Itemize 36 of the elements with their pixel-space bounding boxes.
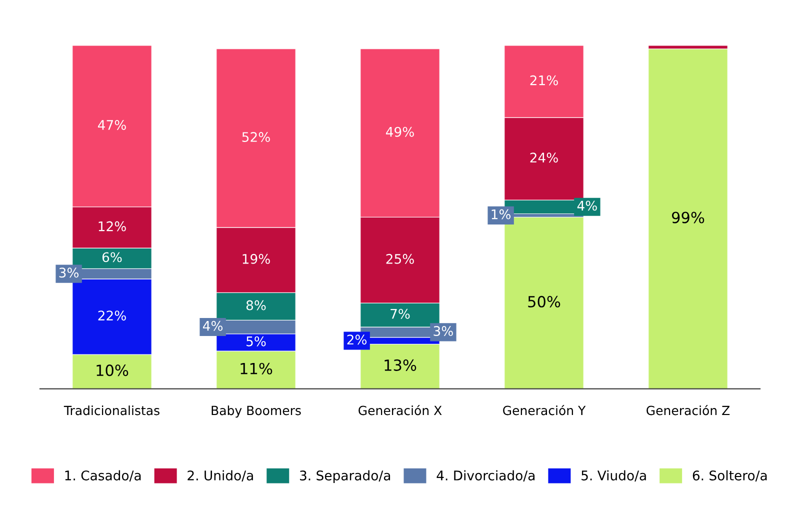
legend-label: 4. Divorciado/a [436, 470, 534, 482]
data-label: 12% [98, 221, 126, 232]
data-label: 4% [202, 320, 223, 331]
x-tick-label: Tradicionalistas [64, 406, 160, 416]
x-tick-label: Generación Z [646, 405, 730, 416]
x-tick-label: Generación Y [503, 405, 586, 416]
data-label: 4% [577, 200, 597, 211]
data-label: 52% [242, 132, 270, 142]
data-label: 19% [242, 254, 270, 264]
data-label: 10% [96, 364, 128, 376]
legend-label: 1. Casado/a [65, 470, 141, 482]
bar [648, 48, 728, 389]
data-label: 13% [384, 359, 416, 371]
data-label: 21% [530, 75, 558, 86]
data-label: 25% [386, 254, 414, 264]
legend-label: 2. Unido/a [188, 470, 253, 482]
data-label: 11% [240, 362, 272, 374]
data-label: 3% [434, 326, 453, 336]
data-label: 3% [59, 268, 79, 278]
data-label: 24% [530, 152, 558, 163]
legend-label: 5. Viudo/a [582, 470, 646, 482]
data-label: 1% [492, 209, 511, 220]
x-tick-label: Baby Boomers [212, 406, 301, 418]
legend-label: 6. Soltero/a [692, 470, 767, 482]
data-label: 2% [347, 334, 367, 345]
data-label: 7% [390, 308, 410, 319]
x-tick-label: Generación X [358, 405, 442, 416]
data-label: 47% [98, 120, 126, 130]
data-label: 50% [528, 296, 560, 308]
data-label: 6% [102, 252, 122, 262]
data-label: 5% [246, 336, 266, 346]
data-label: 22% [98, 310, 126, 321]
data-label: 99% [672, 212, 704, 224]
data-label: 8% [246, 300, 266, 310]
legend-label: 3. Separado/a [300, 470, 390, 484]
data-label: 49% [386, 126, 414, 137]
